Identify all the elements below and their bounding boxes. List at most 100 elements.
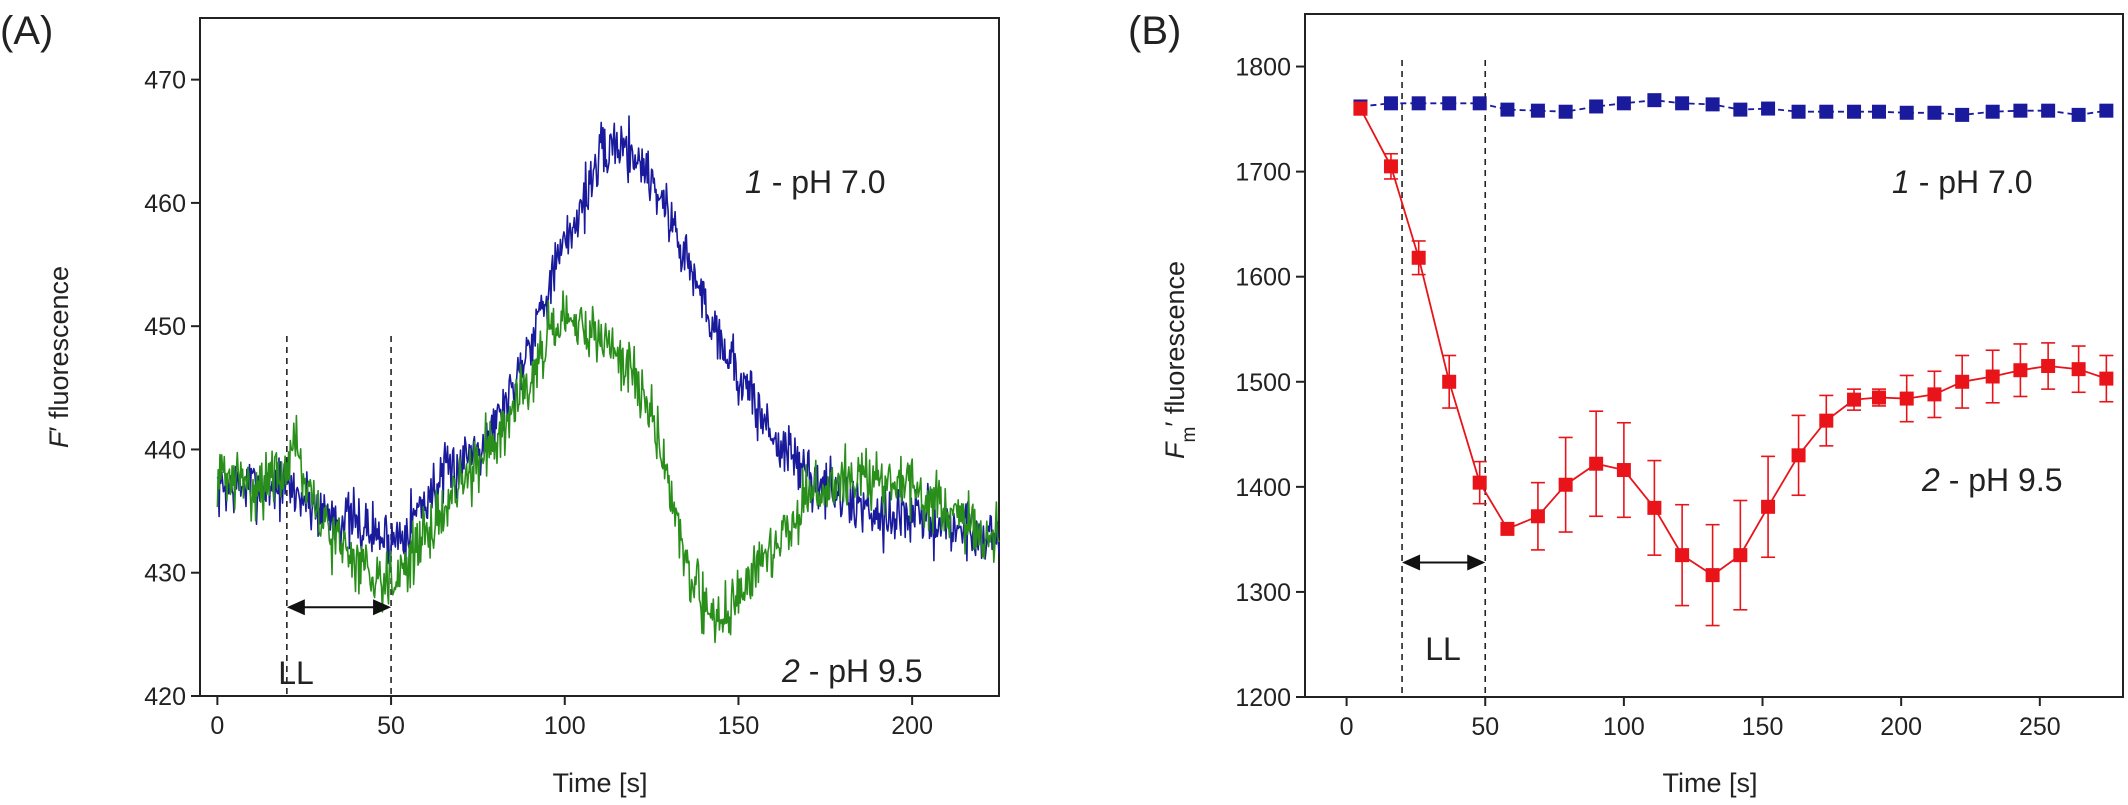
- panel-b-annotation-1: 1 - pH 7.0: [1892, 164, 2033, 200]
- data-point: [1616, 463, 1631, 478]
- data-point: [2099, 371, 2114, 386]
- panel-a-y-ticks: 420 430 440 450 460 470: [144, 67, 200, 711]
- data-point: [1705, 97, 1720, 112]
- data-point: [1955, 107, 1970, 122]
- data-point: [1927, 105, 1942, 120]
- data-point: [1500, 102, 1515, 117]
- panel-b-y-axis-label-text: ′ fluorescence: [1160, 261, 1190, 427]
- arrow-head-right: [1467, 554, 1486, 571]
- data-point: [1647, 500, 1662, 515]
- data-point: [1616, 96, 1631, 111]
- series-1: [1353, 93, 2114, 122]
- y-tick-label: 1600: [1235, 264, 1291, 292]
- y-tick-label: 1300: [1235, 579, 1291, 607]
- panel-b-annotation-2: 2 - pH 9.5: [1921, 462, 2063, 498]
- data-point: [1761, 101, 1776, 116]
- x-tick-label: 0: [1340, 713, 1354, 741]
- panel-b-ll-arrow: [1402, 554, 1486, 571]
- series-2: [1353, 101, 2114, 627]
- data-point: [2041, 103, 2056, 118]
- panel-b-chart: (B) 0 50 100 150 200 250 1200 1300 1400 1500 1600…: [1128, 9, 2124, 798]
- data-point: [1705, 568, 1720, 583]
- panel-a-series: [216, 115, 1000, 644]
- data-point: [1955, 374, 1970, 389]
- data-point: [1675, 96, 1690, 111]
- y-tick-label: 1400: [1235, 474, 1291, 502]
- panel-b-x-axis-label: Time [s]: [1662, 768, 1757, 798]
- data-point: [1442, 374, 1457, 389]
- y-tick-label: 1500: [1235, 369, 1291, 397]
- panel-a-annotation-2: 2 - pH 9.5: [781, 653, 923, 689]
- panel-b-series: [1353, 93, 2114, 627]
- data-point: [1353, 101, 1368, 116]
- data-point: [1589, 99, 1604, 114]
- data-point: [1899, 391, 1914, 406]
- data-point: [1761, 499, 1776, 514]
- data-point: [1411, 96, 1426, 111]
- data-point: [1819, 413, 1834, 428]
- x-tick-label: 100: [1603, 713, 1645, 741]
- y-tick-label: 470: [144, 67, 186, 95]
- data-point: [2071, 107, 2086, 122]
- panel-a-y-axis-label-symbol: F: [44, 430, 74, 448]
- panel-b-y-ticks: 1200 1300 1400 1500 1600 1700 1800: [1235, 54, 1305, 712]
- data-point: [2013, 103, 2028, 118]
- data-point: [1472, 96, 1487, 111]
- data-point: [1733, 548, 1748, 563]
- panel-b-label: (B): [1128, 9, 1181, 53]
- data-point: [1500, 521, 1515, 536]
- data-point: [1871, 104, 1886, 119]
- x-tick-label: 100: [544, 712, 586, 740]
- data-point: [2071, 362, 2086, 377]
- x-tick-label: 0: [210, 712, 224, 740]
- data-point: [1675, 548, 1690, 563]
- data-point: [1530, 103, 1545, 118]
- panel-a-ll-period-markers: [286, 336, 392, 696]
- x-tick-label: 200: [891, 712, 933, 740]
- panel-a-label: (A): [0, 9, 53, 53]
- y-tick-label: 440: [144, 436, 186, 464]
- data-point: [1927, 387, 1942, 402]
- data-point: [1985, 369, 2000, 384]
- panel-b-y-axis-label-subscript: m: [1179, 427, 1200, 443]
- y-tick-label: 1800: [1235, 54, 1291, 82]
- y-tick-label: 450: [144, 313, 186, 341]
- data-point: [1791, 448, 1806, 463]
- panel-a-y-axis-label: F′ fluorescence: [44, 266, 74, 448]
- panel-a-plot-frame: [199, 17, 1000, 697]
- panel-a-chart: (A) 0 50 100 150 200 420 430 440 450 460 470 LL T…: [0, 9, 1000, 798]
- y-tick-label: 420: [144, 683, 186, 711]
- data-point: [1558, 104, 1573, 119]
- data-point: [1411, 250, 1426, 265]
- x-tick-label: 50: [377, 712, 405, 740]
- series-line: [216, 115, 1000, 573]
- series-line: [216, 290, 1000, 644]
- arrow-head-left: [1402, 554, 1421, 571]
- data-point: [2041, 359, 2056, 374]
- data-point: [1871, 390, 1886, 405]
- data-point: [1530, 509, 1545, 524]
- y-tick-label: 460: [144, 190, 186, 218]
- panel-b-y-axis-label: Fm′ fluorescence: [1160, 261, 1200, 459]
- data-point: [1733, 102, 1748, 117]
- x-tick-label: 250: [2019, 713, 2061, 741]
- panel-b-axes: 0 50 100 150 200 250 1200 1300 1400 1500 1600 1700…: [1235, 13, 2124, 741]
- panel-a-axes: 0 50 100 150 200 420 430 440 450 460 470: [144, 17, 1000, 740]
- panel-a-ll-label: LL: [278, 655, 314, 691]
- data-point: [1791, 104, 1806, 119]
- data-point: [1472, 475, 1487, 490]
- data-point: [1558, 477, 1573, 492]
- data-point: [1383, 96, 1398, 111]
- x-tick-label: 200: [1880, 713, 1922, 741]
- data-point: [2099, 103, 2114, 118]
- panel-b-y-axis-label-symbol: F: [1160, 441, 1190, 459]
- y-tick-label: 1700: [1235, 159, 1291, 187]
- panel-b-plot-frame: [1304, 13, 2124, 698]
- data-point: [2013, 363, 2028, 378]
- panel-a-y-axis-label-text: ′ fluorescence: [44, 266, 74, 432]
- panel-a-ll-arrow: [286, 599, 392, 616]
- panel-b-x-ticks: 0 50 100 150 200 250: [1340, 697, 2061, 741]
- x-tick-label: 150: [718, 712, 760, 740]
- series-1: [216, 115, 1000, 573]
